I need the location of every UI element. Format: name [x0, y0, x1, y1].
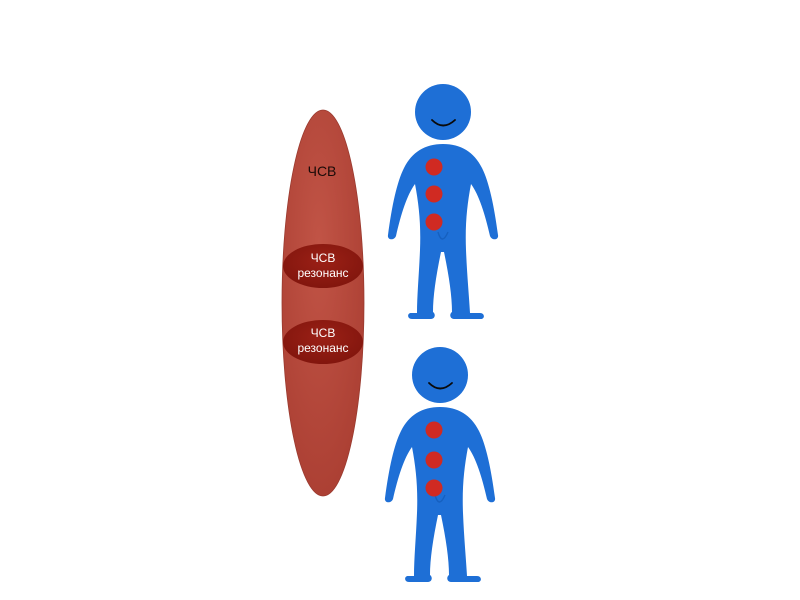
person-top-body: [387, 84, 499, 319]
field-ellipse: [281, 109, 365, 497]
person-top: [387, 84, 499, 319]
person-bottom-dot-3: [425, 479, 443, 497]
person-top-dot-3: [425, 213, 443, 231]
person-bottom-body: [384, 347, 496, 582]
person-bottom: [384, 347, 496, 582]
person-top-smile: [431, 119, 456, 127]
field-label: ЧСВ: [308, 163, 337, 179]
person-top-crotch-line: [437, 231, 449, 240]
resonance-badge-1-line2: резонанс: [297, 266, 348, 280]
resonance-badge-2-line1: ЧСВ: [311, 326, 336, 340]
resonance-badge-2: ЧСВ резонанс: [283, 320, 363, 364]
resonance-badge-1: ЧСВ резонанс: [283, 244, 363, 288]
person-bottom-crotch-line: [434, 494, 446, 503]
resonance-badge-2-line2: резонанс: [297, 341, 348, 355]
resonance-badge-1-line1: ЧСВ: [311, 251, 336, 265]
person-top-dot-1: [425, 158, 443, 176]
person-bottom-dot-1: [425, 421, 443, 439]
person-top-dot-2: [425, 185, 443, 203]
person-bottom-dot-2: [425, 451, 443, 469]
person-bottom-smile: [428, 382, 453, 390]
